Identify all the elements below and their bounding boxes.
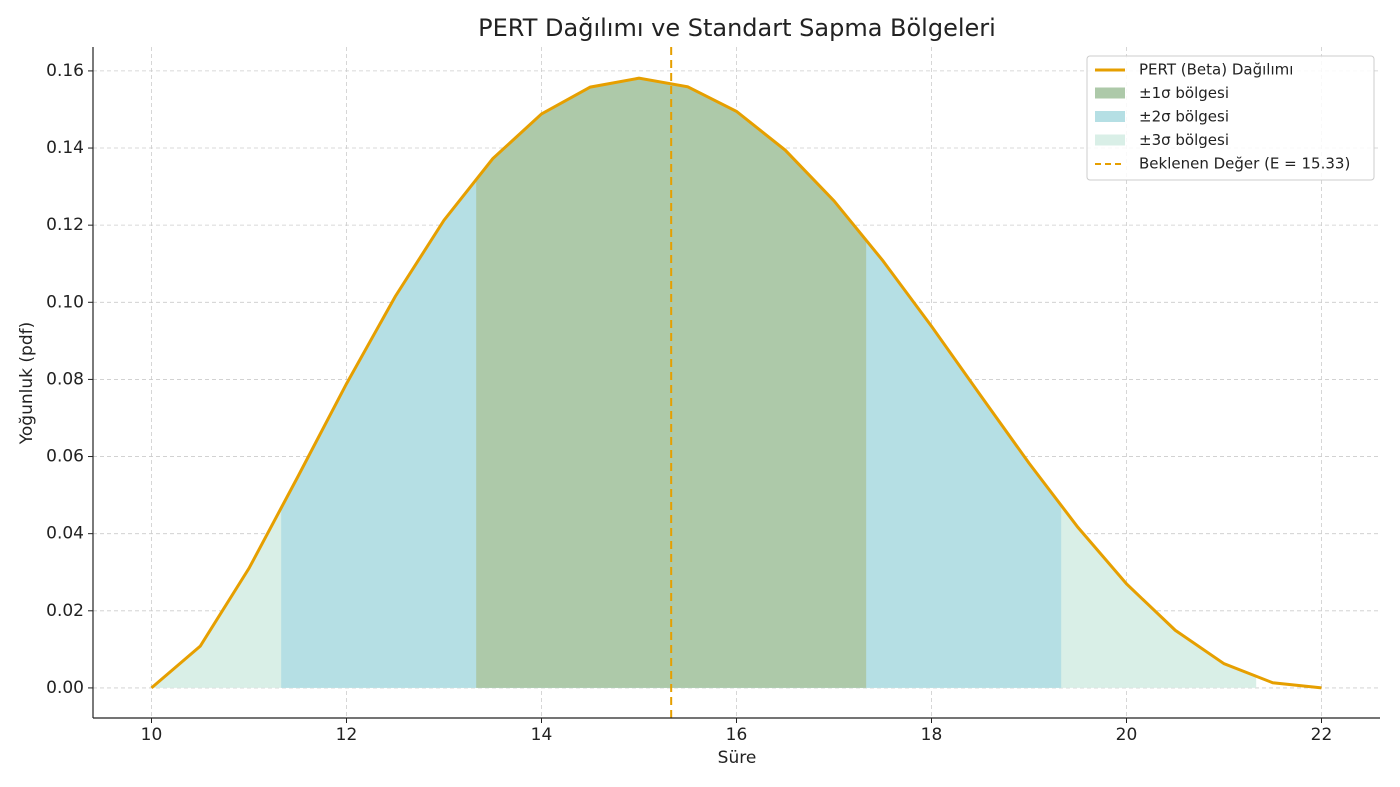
y-tick-label: 0.08 bbox=[46, 369, 84, 389]
legend-box bbox=[1086, 55, 1375, 181]
legend-label: ±1σ bölgesi bbox=[1139, 84, 1229, 102]
y-tick-label: 0.16 bbox=[46, 61, 84, 81]
pdf-line bbox=[150, 76, 1322, 690]
x-tick-label: 16 bbox=[726, 725, 748, 745]
y-tick-label: 0.12 bbox=[46, 215, 84, 235]
y-tick-label: 0.00 bbox=[46, 678, 84, 698]
x-tick-label: 14 bbox=[531, 725, 553, 745]
x-tick-label: 22 bbox=[1311, 725, 1333, 745]
y-axis-label: Yoğunluk (pdf) bbox=[17, 322, 37, 445]
legend-label: Beklenen Değer (E = 15.33) bbox=[1139, 155, 1350, 173]
x-axis-label: Süre bbox=[718, 748, 757, 768]
legend-swatch bbox=[1095, 111, 1125, 122]
x-tick-label: 18 bbox=[921, 725, 943, 745]
y-tick-label: 0.14 bbox=[46, 138, 84, 158]
legend: PERT (Beta) Dağılımı ±1σ bölgesi ±2σ bölge… bbox=[1086, 55, 1375, 181]
chart-title: PERT Dağılımı ve Standart Sapma Bölgeler… bbox=[478, 14, 996, 42]
y-tick-label: 0.04 bbox=[46, 524, 84, 544]
legend-label: PERT (Beta) Dağılımı bbox=[1139, 61, 1293, 79]
legend-swatch bbox=[1095, 134, 1125, 146]
x-tick-label: 10 bbox=[141, 725, 163, 745]
legend-label: ±3σ bölgesi bbox=[1139, 131, 1229, 149]
y-tick-label: 0.02 bbox=[46, 601, 84, 621]
y-tick-label: 0.10 bbox=[46, 292, 84, 312]
x-tick-label: 12 bbox=[336, 725, 358, 745]
x-tick-label: 20 bbox=[1116, 725, 1138, 745]
legend-label: ±2σ bölgesi bbox=[1139, 108, 1229, 126]
legend-swatch bbox=[1095, 87, 1125, 99]
sigma-region bbox=[476, 78, 867, 688]
y-tick-label: 0.06 bbox=[46, 447, 84, 467]
